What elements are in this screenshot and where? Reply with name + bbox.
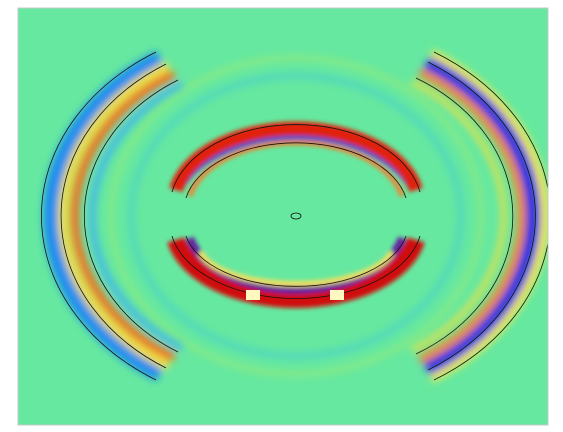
background bbox=[18, 8, 548, 425]
wavefield-image bbox=[0, 0, 563, 432]
hot-spot bbox=[330, 290, 344, 300]
plot-area bbox=[18, 8, 550, 425]
hot-spot bbox=[246, 290, 260, 300]
page bbox=[0, 0, 563, 432]
